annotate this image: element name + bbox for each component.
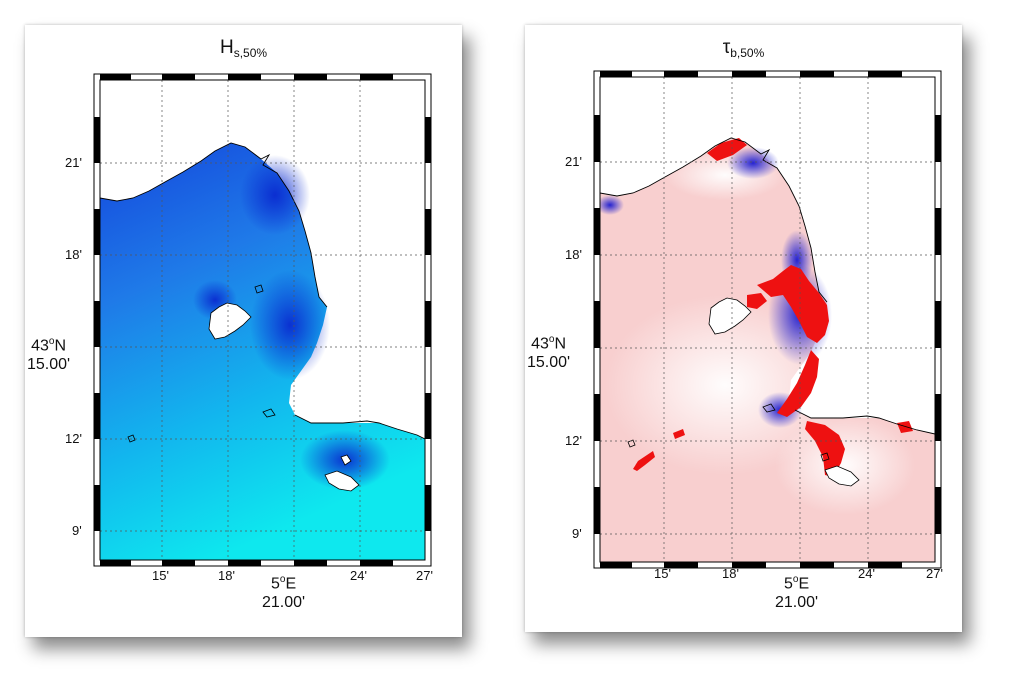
tau-x-tick-24: 24' [858,566,875,581]
hs-map-frame [93,73,432,567]
hs-island-east [324,470,360,492]
tau-map-panel: τb,50% 15' 18' 24' 27' 21' 18' 12' 9' 43… [525,25,962,632]
hs-x-tick-24: 24' [350,568,367,583]
hs-y-tick-9: 9' [72,523,82,538]
tau-x-tick-18: 18' [722,566,739,581]
tau-map-frame [593,70,942,569]
tau-y-tick-12: 12' [565,433,582,448]
tau-islet-2 [762,403,776,413]
tau-y-tick-18: 18' [565,247,582,262]
tau-coastline-south [794,409,935,435]
tau-island-large [708,297,752,335]
hs-map-panel: Hs,50% 15' 18' 24' 27' 21' 18' 12' 9' 43… [25,25,462,637]
tau-y-tick-21: 21' [565,154,582,169]
hs-coastline [100,142,328,308]
hs-nearshore-band [250,270,330,380]
hs-islet [127,434,136,443]
tau-high-stress [633,138,913,477]
hs-latitude-label: 43oN 15.00' [27,336,71,374]
tau-coastline [600,137,828,303]
hs-x-tick-18: 18' [218,568,235,583]
tau-longitude-label: 5oE 21.00' [775,574,819,612]
tau-islet-3 [820,452,830,462]
hs-y-tick-21: 21' [65,155,82,170]
tau-bay-low-zone [775,415,915,515]
tau-map-title: τb,50% [722,37,765,60]
hs-islet-3 [254,284,264,294]
tau-island-east [824,465,860,487]
tau-x-tick-15: 15' [654,566,671,581]
hs-cape-band [240,155,310,235]
hs-island-small [340,454,352,466]
hs-coastline-south [294,414,425,440]
tau-latitude-label: 43oN 15.00' [527,334,571,372]
hs-x-tick-15: 15' [152,568,169,583]
tau-map-figure [593,70,942,569]
hs-map-title: Hs,50% [219,37,268,60]
tau-x-tick-27: 27' [926,566,943,581]
hs-y-tick-18: 18' [65,247,82,262]
hs-islet-2 [262,408,276,418]
hs-map-figure [93,73,432,567]
hs-x-tick-27: 27' [416,568,433,583]
hs-grid [100,80,425,560]
tau-y-tick-9: 9' [572,526,582,541]
tau-grid [600,77,935,562]
hs-island-large [208,302,252,340]
tau-blue-west [600,195,624,215]
hs-longitude-label: 5oE 21.00' [262,574,306,612]
hs-y-tick-12: 12' [65,431,82,446]
